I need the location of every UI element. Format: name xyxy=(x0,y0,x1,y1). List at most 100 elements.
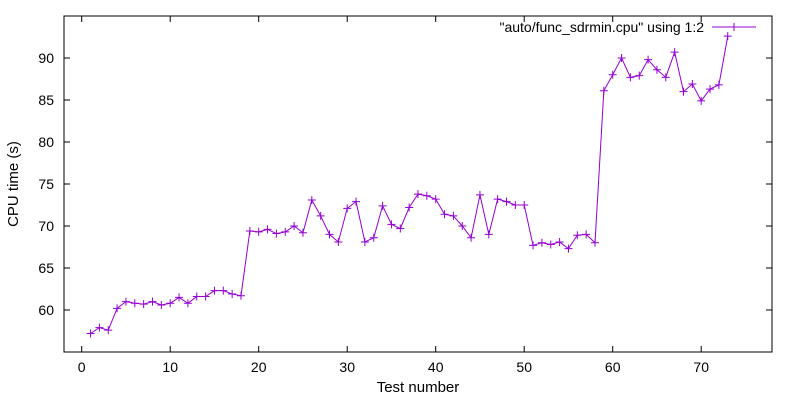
x-tick-labels: 0 10 20 30 40 50 60 70 xyxy=(78,359,709,375)
x-axis-label: Test number xyxy=(377,379,460,396)
data-point xyxy=(219,286,228,295)
data-point xyxy=(183,299,192,308)
data-point xyxy=(475,190,484,199)
y-axis-label: CPU time (s) xyxy=(5,141,22,227)
data-point xyxy=(644,55,653,64)
data-point xyxy=(591,238,599,247)
data-point xyxy=(652,65,661,74)
data-point xyxy=(86,329,95,338)
data-point xyxy=(714,80,723,89)
data-point xyxy=(272,229,281,238)
data-point xyxy=(325,230,334,239)
data-point xyxy=(626,73,635,82)
data-point xyxy=(113,304,122,313)
data-point xyxy=(440,210,449,219)
y-tick-label: 75 xyxy=(38,176,54,192)
data-point xyxy=(449,211,458,220)
legend-point-marker xyxy=(730,23,738,31)
data-point xyxy=(352,197,361,206)
data-point xyxy=(104,326,113,335)
data-point xyxy=(723,32,732,41)
data-point xyxy=(157,300,166,309)
data-point xyxy=(688,80,697,89)
data-point xyxy=(316,211,325,220)
data-point xyxy=(245,227,254,236)
data-point xyxy=(414,190,422,199)
data-point xyxy=(237,291,245,300)
x-tick-label: 10 xyxy=(162,359,178,375)
data-point xyxy=(582,230,591,239)
data-point xyxy=(121,297,130,306)
y-tick-label: 70 xyxy=(38,218,54,234)
data-point xyxy=(502,197,511,206)
data-point xyxy=(520,201,529,209)
data-point xyxy=(307,195,316,204)
legend-point-cross xyxy=(730,23,738,31)
data-point xyxy=(617,54,626,62)
x-tick-label: 0 xyxy=(78,359,86,375)
y-tick-label: 65 xyxy=(38,260,54,276)
y-tick-label: 60 xyxy=(38,302,54,318)
data-point xyxy=(130,299,139,308)
data-point xyxy=(378,201,387,210)
data-point xyxy=(210,286,219,295)
axis-ticks xyxy=(64,16,772,352)
x-tick-label: 50 xyxy=(516,359,532,375)
data-point xyxy=(670,48,679,57)
data-point xyxy=(298,228,307,237)
data-point xyxy=(484,230,493,239)
legend: "auto/func_sdrmin.cpu" using 1:2 xyxy=(499,19,756,35)
y-tick-label: 85 xyxy=(38,92,54,108)
data-point xyxy=(661,73,670,82)
data-point xyxy=(201,292,210,301)
series-cpu-time xyxy=(86,32,732,338)
data-point xyxy=(431,195,440,204)
data-point xyxy=(573,231,582,240)
data-point xyxy=(422,191,431,200)
y-tick-labels: 60 65 70 75 80 85 90 xyxy=(38,50,54,318)
data-point xyxy=(360,237,369,246)
data-point xyxy=(679,87,688,96)
data-point xyxy=(511,201,520,209)
data-point xyxy=(139,300,148,309)
data-point xyxy=(263,225,272,234)
data-point xyxy=(95,323,104,332)
data-point xyxy=(537,238,546,247)
data-point xyxy=(467,233,476,242)
data-point xyxy=(387,220,396,229)
data-point xyxy=(369,233,378,242)
data-point xyxy=(706,85,715,94)
data-point xyxy=(334,237,343,246)
x-tick-label: 30 xyxy=(339,359,355,375)
data-point xyxy=(148,297,157,306)
data-point xyxy=(175,293,184,302)
x-tick-label: 60 xyxy=(605,359,621,375)
legend-label: "auto/func_sdrmin.cpu" using 1:2 xyxy=(499,19,704,35)
y-tick-label: 80 xyxy=(38,134,54,150)
x-tick-label: 20 xyxy=(251,359,267,375)
data-point xyxy=(608,70,617,79)
data-point xyxy=(228,290,237,299)
data-point xyxy=(343,204,352,213)
data-point xyxy=(529,241,538,250)
data-point xyxy=(493,195,502,204)
data-point xyxy=(458,222,467,230)
data-point xyxy=(555,237,564,246)
x-tick-label: 40 xyxy=(428,359,444,375)
data-point xyxy=(281,227,290,236)
data-point xyxy=(405,203,414,212)
series-line xyxy=(90,36,729,334)
data-point xyxy=(254,227,263,236)
data-point xyxy=(166,299,175,308)
data-point xyxy=(192,292,201,301)
data-point xyxy=(564,244,573,253)
data-point xyxy=(290,222,299,230)
data-point xyxy=(697,96,706,105)
x-tick-label: 70 xyxy=(693,359,709,375)
data-point xyxy=(635,71,644,80)
y-tick-label: 90 xyxy=(38,50,54,66)
data-point xyxy=(599,86,608,95)
data-point xyxy=(396,224,405,233)
data-point xyxy=(546,240,555,249)
